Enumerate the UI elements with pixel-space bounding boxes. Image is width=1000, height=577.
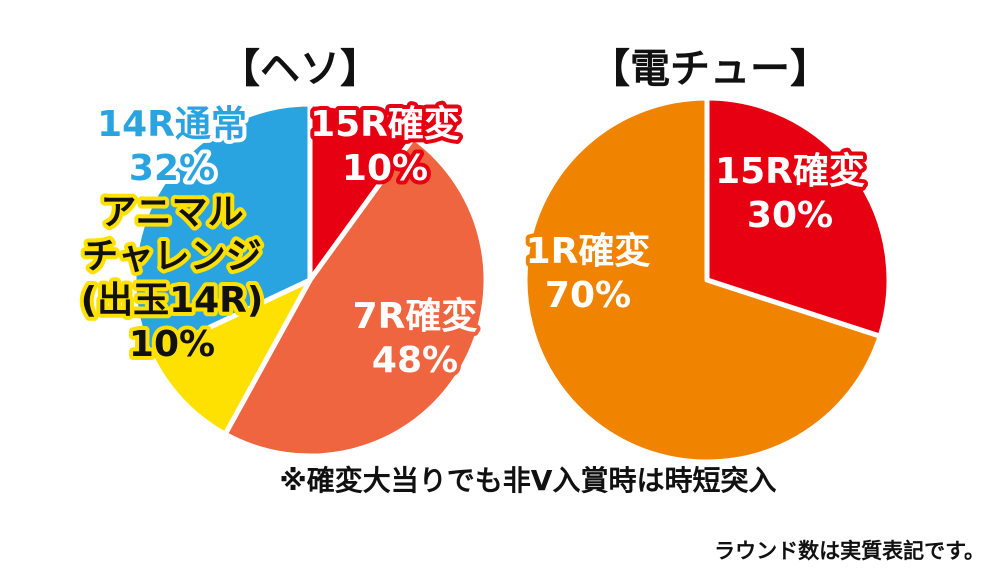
- pie-heso-labels: 15R確変10%7R確変48%アニマルチャレンジ(出玉14R)10%14R通常3…: [77, 99, 482, 385]
- note-jitan: ※確変大当りでも非V入賞時は時短突入: [280, 464, 777, 497]
- pie-denchu-title: 【電チュー】: [590, 46, 830, 92]
- pie-heso: [131, 101, 489, 459]
- pie-denchu-slice-1: [522, 95, 883, 465]
- pie-heso-slice-2-value: 10%: [129, 324, 215, 365]
- pie-denchu-slice-1-value: 70%: [545, 275, 631, 316]
- pie-heso-slice-3: [131, 101, 313, 358]
- pie-denchu-slice-0-label: 15R確変: [715, 150, 865, 192]
- pie-heso-slice-2-label: (出玉14R): [81, 280, 264, 321]
- pie-denchu: [522, 95, 892, 465]
- pie-denchu-slice-0: [704, 95, 892, 339]
- pie-heso-slice-1-label: 7R確変: [353, 295, 478, 337]
- pie-heso-slice-0: [307, 101, 416, 283]
- pie-denchu-slice-1-label: 1R確変: [526, 230, 651, 272]
- pie-heso-slice-3-value: 32%: [129, 148, 215, 189]
- pie-heso-title: 【ヘソ】: [220, 46, 380, 92]
- pie-denchu-slice-0-value: 30%: [747, 195, 833, 236]
- pie-heso-slice-0-value: 10%: [342, 148, 428, 189]
- pie-heso-slice-0-label: 15R確変: [310, 103, 460, 145]
- note-round-notation: ラウンド数は実質表記です。: [714, 539, 985, 563]
- pie-heso-slice-1-value: 48%: [372, 340, 458, 381]
- pie-heso-slice-2: [148, 277, 313, 437]
- pie-heso-slice-2-label: アニマル: [100, 192, 243, 233]
- pie-heso-slice-3-label: 14R通常: [97, 104, 247, 145]
- pie-heso-slice-1: [222, 135, 489, 459]
- pie-heso-slice-2-label: チャレンジ: [82, 236, 262, 277]
